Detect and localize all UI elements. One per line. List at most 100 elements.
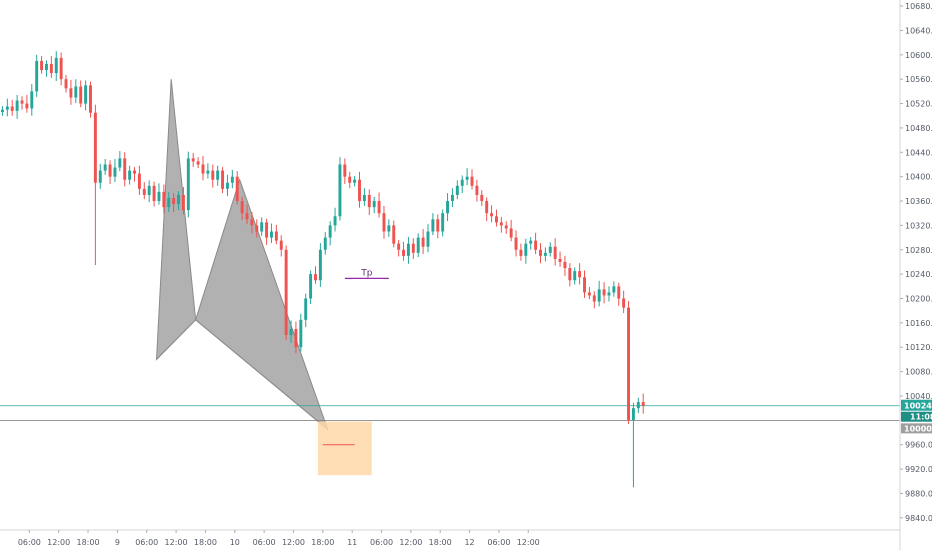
candle[interactable] [421, 229, 425, 255]
candle[interactable] [186, 151, 190, 218]
candle[interactable] [534, 232, 538, 255]
candle[interactable] [323, 232, 327, 255]
candle[interactable] [495, 209, 498, 227]
candle[interactable] [509, 219, 513, 242]
candle[interactable] [206, 163, 210, 179]
candle[interactable] [133, 166, 136, 182]
price-axis[interactable]: 10680.0 10640.0 10600.0 10560.0 10520.0 10480… [899, 0, 932, 550]
candle[interactable] [118, 151, 122, 172]
candle[interactable] [279, 235, 283, 257]
candle[interactable] [30, 84, 34, 116]
candle[interactable] [49, 56, 53, 78]
candle[interactable] [245, 204, 249, 225]
candle[interactable] [362, 188, 366, 206]
candle[interactable] [0, 106, 4, 116]
candle[interactable] [441, 209, 445, 237]
candle[interactable] [284, 245, 288, 340]
candle[interactable] [15, 95, 19, 119]
candle[interactable] [162, 184, 166, 214]
candle[interactable] [353, 176, 357, 187]
candle[interactable] [338, 157, 342, 221]
candle[interactable] [250, 212, 254, 234]
candle[interactable] [40, 56, 44, 74]
candle[interactable] [157, 183, 161, 205]
candle[interactable] [274, 224, 278, 245]
candle[interactable] [377, 192, 381, 218]
candle[interactable] [641, 393, 645, 414]
candle[interactable] [480, 190, 484, 206]
candle[interactable] [617, 282, 621, 306]
candle[interactable] [328, 221, 332, 246]
candle[interactable] [20, 96, 24, 110]
time-axis[interactable]: 06:00 12:00 18:00 9 06:00 12:00 18:00 10 06:00 12… [0, 529, 900, 547]
candle[interactable] [382, 205, 386, 239]
candle[interactable] [548, 242, 552, 257]
candle[interactable] [553, 238, 557, 266]
candle[interactable] [309, 270, 313, 304]
candle[interactable] [25, 95, 29, 113]
candle[interactable] [436, 214, 440, 239]
candle[interactable] [612, 281, 616, 297]
candle[interactable] [221, 166, 225, 194]
candle[interactable] [255, 219, 259, 238]
candle[interactable] [514, 230, 518, 257]
candle[interactable] [602, 282, 606, 304]
candle[interactable] [636, 397, 640, 414]
candle[interactable] [318, 243, 322, 287]
candle[interactable] [10, 99, 14, 116]
candle[interactable] [225, 174, 229, 197]
candle[interactable] [583, 270, 586, 298]
candle[interactable] [177, 191, 180, 211]
candle[interactable] [289, 320, 293, 343]
candle[interactable] [573, 267, 577, 285]
target-zone[interactable] [317, 421, 372, 476]
candle[interactable] [460, 175, 464, 194]
candle[interactable] [372, 196, 376, 214]
candle[interactable] [84, 80, 88, 111]
candle[interactable] [59, 52, 63, 86]
candle[interactable] [64, 74, 68, 93]
candle[interactable] [137, 165, 141, 195]
candle[interactable] [627, 300, 630, 424]
candle[interactable] [304, 293, 308, 328]
candle[interactable] [485, 197, 489, 222]
candle[interactable] [597, 280, 601, 307]
candle[interactable] [431, 213, 435, 236]
candle[interactable] [411, 238, 415, 259]
candle[interactable] [578, 263, 582, 285]
candle[interactable] [196, 157, 200, 169]
candle[interactable] [93, 104, 97, 265]
candle[interactable] [5, 98, 9, 117]
candle[interactable] [79, 80, 83, 108]
candle[interactable] [89, 81, 92, 118]
candle[interactable] [504, 221, 508, 234]
candle[interactable] [450, 188, 454, 208]
candle[interactable] [563, 255, 567, 276]
candle[interactable] [235, 171, 239, 205]
pattern-triangle-bcd[interactable] [195, 178, 329, 432]
candle[interactable] [35, 54, 39, 97]
candle[interactable] [358, 171, 361, 208]
candle[interactable] [622, 290, 626, 314]
candle[interactable] [529, 236, 533, 250]
candle[interactable] [406, 236, 410, 264]
candle[interactable] [128, 165, 132, 185]
candle[interactable] [392, 220, 396, 248]
candle[interactable] [108, 160, 112, 184]
candle[interactable] [216, 165, 220, 186]
candle[interactable] [455, 180, 459, 200]
candle[interactable] [519, 243, 523, 261]
candle[interactable] [230, 169, 234, 189]
candle[interactable] [191, 152, 195, 167]
candle[interactable] [299, 313, 303, 352]
candle[interactable] [543, 247, 547, 262]
candle[interactable] [172, 193, 176, 212]
candle[interactable] [587, 286, 591, 300]
candle[interactable] [45, 60, 48, 77]
candle[interactable] [568, 263, 572, 287]
candle[interactable] [348, 171, 352, 189]
candle[interactable] [475, 179, 479, 202]
candle[interactable] [558, 251, 562, 267]
candle[interactable] [113, 159, 117, 183]
